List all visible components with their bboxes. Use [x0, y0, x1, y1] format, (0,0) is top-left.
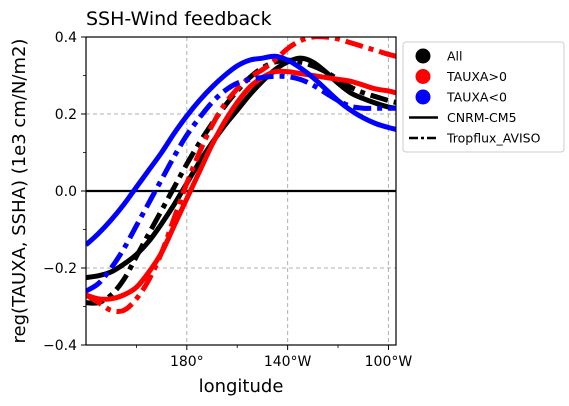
legend-box: [402, 41, 565, 153]
y-tick-label: 0.2: [55, 107, 77, 123]
series-layer: [86, 37, 396, 315]
legend-entry-label: Tropflux_AVISO: [446, 131, 541, 146]
axis-ticks: 180° 140°W 100°W −0.4 −0.2 0.0 0.2 0.4: [43, 30, 412, 370]
series-line-tauxa0-dashdot: [86, 73, 396, 294]
legend: All TAUXA>0 TAUXA<0 CNRM-CM5 Tropflux_AVISO: [402, 41, 565, 153]
chart-title: SSH-Wind feedback: [86, 8, 272, 30]
series-line-all-solid: [86, 55, 396, 281]
y-tick-label: 0.0: [55, 184, 77, 200]
legend-entry-label: TAUXA>0: [446, 69, 507, 84]
legend-marker-circle: [415, 48, 431, 64]
legend-entry-label: CNRM-CM5: [447, 110, 517, 125]
x-tick-label: 180°: [170, 354, 204, 370]
y-tick-label: 0.4: [55, 30, 77, 46]
series-line-tauxa0-solid: [86, 53, 396, 247]
y-tick-label: −0.4: [43, 338, 77, 354]
legend-marker-circle: [415, 89, 431, 105]
x-axis-label: longitude: [199, 376, 284, 397]
legend-entry-label: TAUXA<0: [446, 90, 507, 105]
series-line-tauxa0-dashdot: [86, 37, 396, 315]
series-line-tauxa0-solid: [86, 68, 396, 302]
y-axis-label: reg(TAUXA, SSHA) (1e3 cm/N/m2): [9, 39, 30, 344]
x-tick-label: 140°W: [264, 354, 312, 370]
series-line-all-dashdot: [86, 57, 396, 306]
y-tick-label: −0.2: [43, 261, 77, 277]
x-tick-label: 100°W: [365, 354, 413, 370]
legend-entry-label: All: [447, 49, 463, 64]
legend-marker-circle: [415, 69, 431, 84]
